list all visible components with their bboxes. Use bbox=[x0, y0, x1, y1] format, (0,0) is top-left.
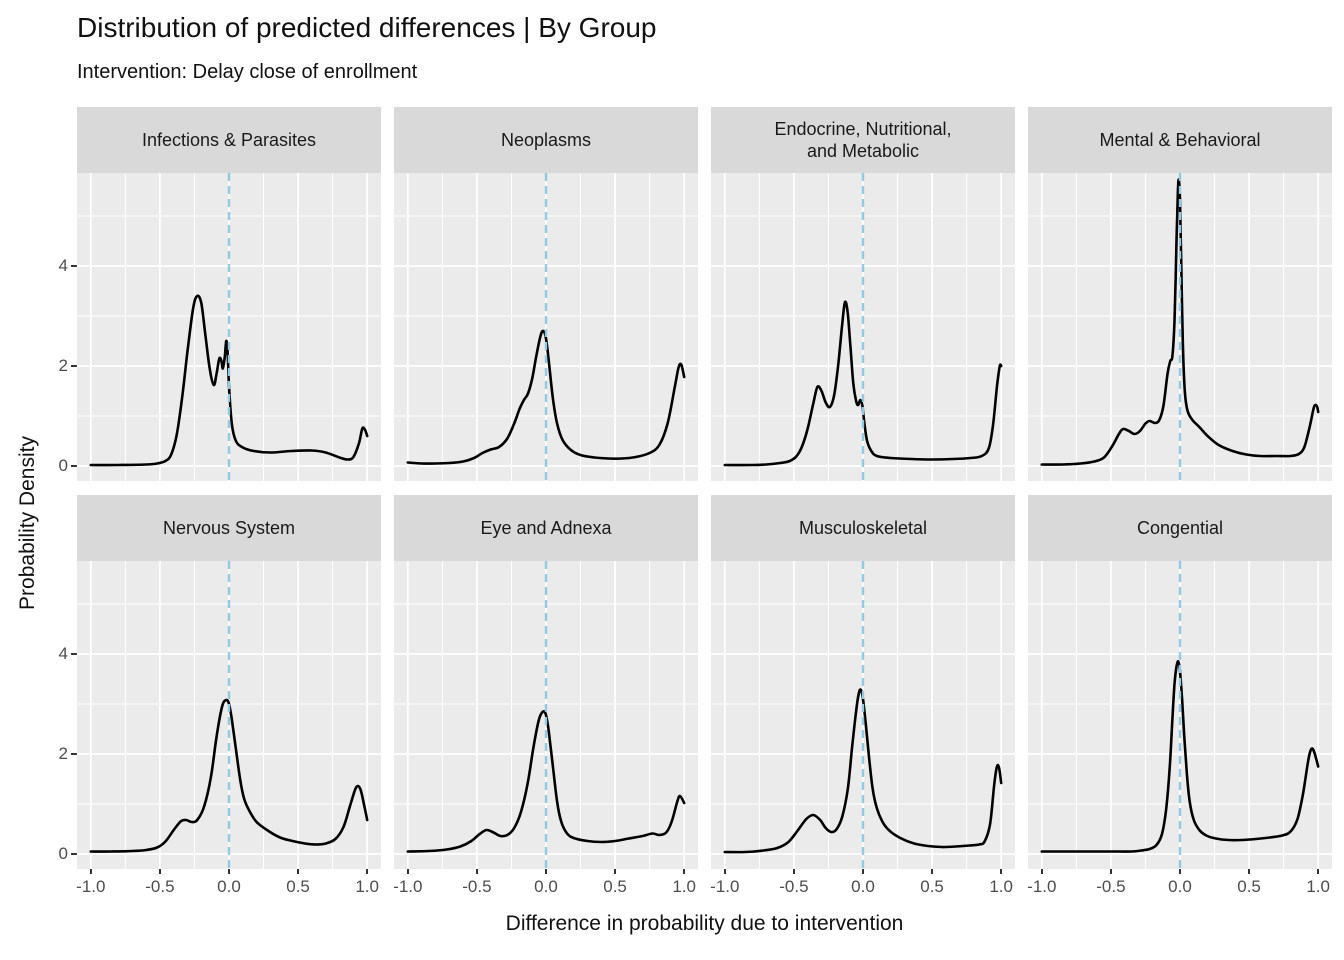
y-tick-mark bbox=[71, 853, 77, 855]
x-tick-mark bbox=[297, 869, 300, 874]
density-curve bbox=[406, 329, 686, 465]
x-tick-label: 1.0 bbox=[355, 877, 379, 896]
density-curve bbox=[723, 688, 1003, 854]
y-tick-label: 4 bbox=[58, 256, 68, 275]
x-tick-label: 0.5 bbox=[603, 877, 627, 896]
x-tick-mark bbox=[366, 869, 369, 874]
y-tick-label: 2 bbox=[58, 744, 68, 763]
y-tick-mark bbox=[71, 653, 77, 655]
x-tick-label: -1.0 bbox=[76, 877, 106, 896]
density-plot bbox=[394, 173, 698, 481]
y-tick-mark bbox=[71, 265, 77, 267]
density-plot bbox=[1028, 173, 1332, 481]
facet-strip-label: Infections & Parasites bbox=[77, 107, 381, 173]
x-tick-label: 0.5 bbox=[1237, 877, 1261, 896]
density-plot bbox=[1028, 561, 1332, 869]
facet-panel bbox=[394, 173, 698, 481]
x-tick-mark bbox=[1317, 869, 1320, 874]
facet-cell: Musculoskeletal bbox=[711, 495, 1015, 869]
x-tick-label: -1.0 bbox=[710, 877, 740, 896]
x-axis-title: Difference in probability due to interve… bbox=[505, 912, 904, 935]
density-plot bbox=[711, 561, 1015, 869]
y-tick-mark bbox=[71, 465, 77, 467]
x-tick-mark bbox=[1040, 869, 1043, 874]
x-tick-label: -0.5 bbox=[145, 877, 175, 896]
x-tick-label: -0.5 bbox=[462, 877, 492, 896]
x-tick-mark bbox=[1109, 869, 1112, 874]
x-tick-label: 0.0 bbox=[851, 877, 875, 896]
x-tick-mark bbox=[1000, 869, 1003, 874]
density-curve bbox=[723, 300, 1003, 467]
x-tick-label: -1.0 bbox=[393, 877, 423, 896]
y-tick-mark bbox=[71, 753, 77, 755]
x-tick-mark bbox=[1179, 869, 1181, 874]
facet-strip-label: Congential bbox=[1028, 495, 1332, 561]
x-tick-label: 1.0 bbox=[672, 877, 696, 896]
density-curve bbox=[406, 709, 686, 853]
facet-panel bbox=[77, 561, 381, 869]
facet-strip-label: Musculoskeletal bbox=[711, 495, 1015, 561]
x-tick-mark bbox=[683, 869, 686, 874]
x-tick-label: 0.0 bbox=[534, 877, 558, 896]
facet-panel bbox=[711, 173, 1015, 481]
facet-strip-label: Neoplasms bbox=[394, 107, 698, 173]
x-tick-label: 0.5 bbox=[920, 877, 944, 896]
density-plot bbox=[77, 173, 381, 481]
x-tick-label: -0.5 bbox=[1096, 877, 1126, 896]
y-tick-label: 0 bbox=[58, 844, 68, 863]
y-axis-title: Probability Density bbox=[16, 436, 39, 610]
x-tick-label: 0.0 bbox=[1168, 877, 1192, 896]
y-tick-label: 0 bbox=[58, 456, 68, 475]
density-curve bbox=[1040, 178, 1320, 466]
density-plot bbox=[394, 561, 698, 869]
x-tick-mark bbox=[545, 869, 547, 874]
y-tick-label: 4 bbox=[58, 644, 68, 663]
facet-panel bbox=[711, 561, 1015, 869]
facet-cell: Endocrine, Nutritional, and Metabolic bbox=[711, 107, 1015, 481]
x-tick-label: 0.5 bbox=[286, 877, 310, 896]
facet-strip-label: Nervous System bbox=[77, 495, 381, 561]
facet-cell: Nervous System bbox=[77, 495, 381, 869]
x-tick-mark bbox=[406, 869, 409, 874]
chart-title: Distribution of predicted differences | … bbox=[77, 12, 657, 43]
density-curve bbox=[89, 294, 369, 467]
x-tick-mark bbox=[158, 869, 161, 874]
x-tick-mark bbox=[228, 869, 230, 874]
facet-panel bbox=[77, 173, 381, 481]
facet-strip-label: Endocrine, Nutritional, and Metabolic bbox=[711, 107, 1015, 173]
facet-cell: Neoplasms bbox=[394, 107, 698, 481]
x-tick-label: 0.0 bbox=[217, 877, 241, 896]
x-tick-mark bbox=[723, 869, 726, 874]
x-tick-mark bbox=[792, 869, 795, 874]
x-tick-label: -0.5 bbox=[779, 877, 809, 896]
y-tick-mark bbox=[71, 365, 77, 367]
chart-subtitle: Intervention: Delay close of enrollment bbox=[77, 61, 418, 83]
facet-cell: Mental & Behavioral bbox=[1028, 107, 1332, 481]
facet-panel bbox=[1028, 561, 1332, 869]
density-plot bbox=[711, 173, 1015, 481]
x-tick-mark bbox=[89, 869, 92, 874]
x-tick-label: 1.0 bbox=[1306, 877, 1330, 896]
x-tick-mark bbox=[931, 869, 934, 874]
facet-grid: Infections & Parasites Neoplasms Endocrine… bbox=[77, 107, 1332, 869]
facet-strip-label: Mental & Behavioral bbox=[1028, 107, 1332, 173]
x-tick-mark bbox=[862, 869, 864, 874]
x-tick-label: 1.0 bbox=[989, 877, 1013, 896]
density-curve bbox=[1040, 660, 1320, 853]
x-tick-label: -1.0 bbox=[1027, 877, 1057, 896]
x-tick-mark bbox=[614, 869, 617, 874]
facet-panel bbox=[1028, 173, 1332, 481]
x-tick-mark bbox=[1248, 869, 1251, 874]
facet-cell: Infections & Parasites bbox=[77, 107, 381, 481]
x-tick-mark bbox=[475, 869, 478, 874]
facet-strip-label: Eye and Adnexa bbox=[394, 495, 698, 561]
facet-cell: Eye and Adnexa bbox=[394, 495, 698, 869]
density-plot bbox=[77, 561, 381, 869]
facet-cell: Congential bbox=[1028, 495, 1332, 869]
y-tick-label: 2 bbox=[58, 356, 68, 375]
facet-panel bbox=[394, 561, 698, 869]
density-curve bbox=[89, 698, 369, 853]
